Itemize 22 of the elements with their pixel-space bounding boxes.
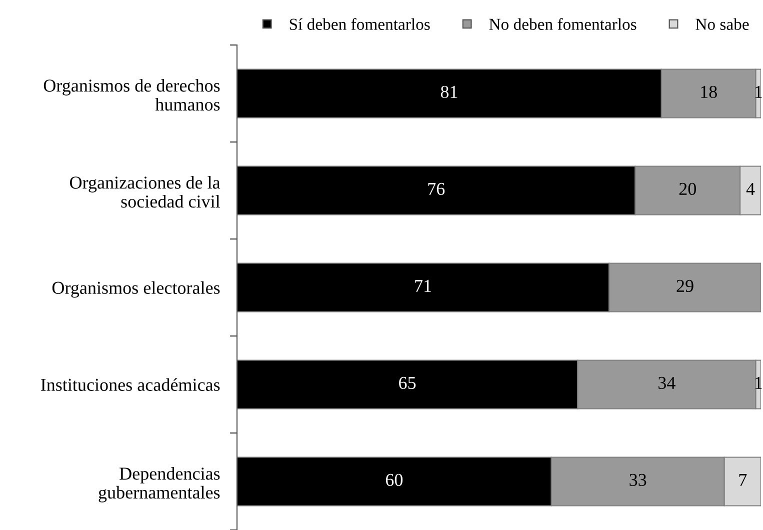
data-label: 60: [386, 474, 403, 486]
legend-label: No sabe: [696, 18, 749, 30]
data-label: 4: [746, 182, 755, 195]
y-tick-label: Organizaciones de la sociedad civil: [70, 176, 220, 208]
data-label: 20: [679, 182, 696, 196]
data-label: 18: [701, 86, 717, 98]
y-tick-label: Organismos de derechos humanos: [44, 79, 220, 111]
y-tick-label: Organismos electorales: [52, 281, 220, 298]
data-label: 81: [440, 86, 458, 98]
data-label: 7: [739, 474, 747, 486]
data-label: 76: [428, 182, 445, 196]
data-label: 34: [658, 376, 676, 390]
data-label: 1: [755, 376, 762, 389]
data-label: 65: [399, 376, 416, 390]
data-label: 71: [415, 280, 431, 292]
y-tick-label: Dependencias gubernamentales: [98, 467, 220, 502]
y-tick-label: Instituciones académicas: [40, 378, 220, 391]
data-label: 29: [676, 280, 694, 292]
data-label: 33: [630, 474, 646, 486]
data-label: 1: [755, 86, 762, 98]
legend-label: Sí deben fomentarlos: [290, 18, 430, 30]
legend-label: No deben fomentarlos: [489, 18, 636, 30]
